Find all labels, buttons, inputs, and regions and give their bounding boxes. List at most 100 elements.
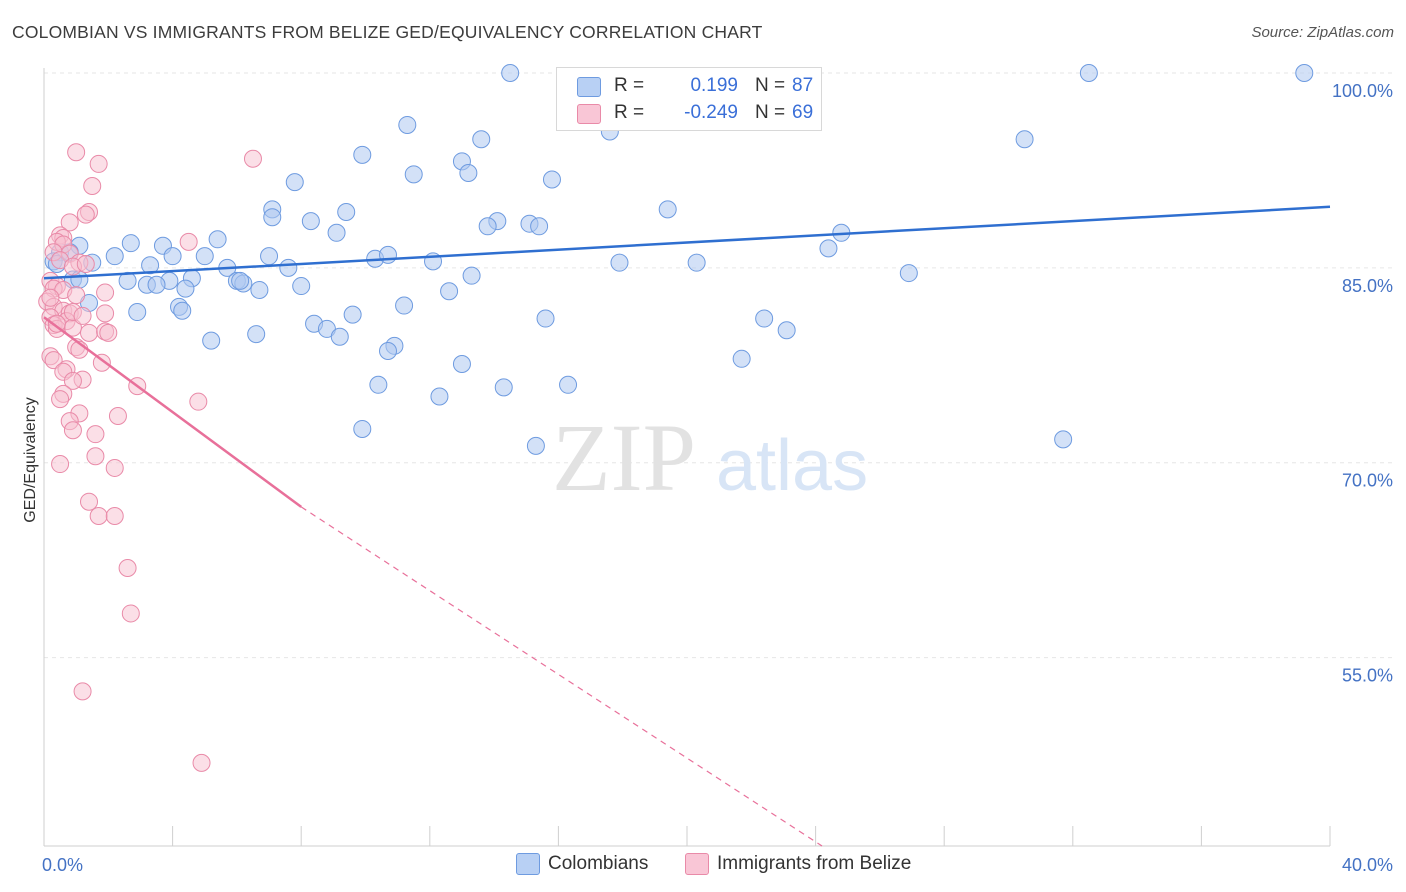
data-point-colombians [301,212,320,231]
data-point-colombians [105,247,124,266]
data-point-belize [51,390,70,409]
data-point-belize [189,392,208,411]
data-point-colombians [559,375,578,394]
data-point-belize [108,406,127,425]
legend-swatch-pink [577,104,601,124]
legend-r-value: 0.199 [690,75,738,96]
data-point-belize [73,682,92,701]
data-point-colombians [379,342,398,361]
data-point-colombians [440,282,459,301]
trend-line-colombians [43,205,1331,280]
data-point-colombians [398,115,417,134]
watermark-atlas: atlas [716,426,868,506]
data-point-belize [105,507,124,526]
data-point-colombians [118,271,137,290]
y-tick-label: 85.0% [1342,276,1393,296]
data-point-colombians [250,280,269,299]
legend-swatch-blue [577,77,601,97]
legend-n-value: 69 [792,102,814,123]
data-point-belize [44,351,63,370]
data-point-colombians [128,303,147,322]
data-point-belize [67,286,86,305]
data-point-colombians [1054,430,1073,449]
data-point-colombians [1015,130,1034,149]
watermark: ZIP atlas [552,404,868,511]
data-point-colombians [478,217,497,236]
data-point-colombians [430,387,449,406]
data-point-belize [86,447,105,466]
x-tick-labels: 0.0% 40.0% [42,855,1393,875]
x-tick-label: 0.0% [42,855,83,875]
data-point-colombians [404,165,423,184]
data-point-belize [92,353,111,372]
data-point-colombians [379,245,398,264]
legend-r-value: -0.249 [684,102,738,123]
data-point-belize [96,304,115,323]
data-point-belize [83,177,102,196]
data-point-colombians [247,325,266,344]
data-point-colombians [542,170,561,189]
data-point-colombians [263,208,282,227]
data-point-colombians [292,277,311,296]
data-point-belize [63,421,82,440]
legend-n-label: N = [755,102,786,123]
data-point-colombians [777,321,796,340]
data-point-colombians [330,327,349,346]
data-point-belize [105,458,124,477]
data-point-colombians [208,230,227,249]
y-axis-label: GED/Equivalency [22,397,39,522]
legend-n-label: N = [755,75,786,96]
y-tick-label: 55.0% [1342,666,1393,686]
y-tick-label: 70.0% [1342,471,1393,491]
stats-legend: R = 0.199 N = 87 R = -0.249 N = 69 [556,67,822,131]
data-point-colombians [472,130,491,149]
bottom-legend-swatch-pink [685,853,709,875]
axes [43,68,1331,847]
data-point-colombians [337,203,356,222]
data-point-colombians [202,331,221,350]
data-point-colombians [353,419,372,438]
data-point-colombians [732,349,751,368]
x-tick-label: 40.0% [1342,855,1393,875]
bottom-legend-label: Colombians [548,853,649,874]
bottom-legend-label: Immigrants from Belize [717,853,912,874]
data-point-colombians [1295,63,1314,82]
data-point-colombians [327,223,346,242]
data-point-belize [96,283,115,302]
source-label: Source: ZipAtlas.com [1251,24,1394,41]
data-point-belize [80,323,99,342]
data-point-colombians [610,253,629,272]
chart-title: COLOMBIAN VS IMMIGRANTS FROM BELIZE GED/… [12,22,763,42]
data-point-belize [51,455,70,474]
belize-points [38,143,262,772]
data-point-belize [121,604,140,623]
data-point-belize [89,154,108,173]
y-tick-label: 100.0% [1332,81,1393,101]
data-point-belize [192,753,211,772]
data-point-colombians [452,355,471,374]
data-point-belize [47,314,66,333]
data-point-colombians [141,256,160,275]
data-point-belize [99,323,118,342]
data-point-colombians [462,266,481,285]
legend-n-value: 87 [792,75,814,96]
data-point-colombians [279,258,298,277]
colombians-points [44,63,1314,455]
data-point-colombians [369,375,388,394]
y-tick-labels: 100.0% 85.0% 70.0% 55.0% [1332,81,1393,686]
data-point-colombians [285,173,304,192]
data-point-belize [76,254,95,273]
data-point-colombians [395,296,414,315]
data-point-colombians [755,309,774,328]
trend-line-belize [43,316,302,508]
data-point-colombians [195,247,214,266]
data-point-belize [89,507,108,526]
data-point-belize [118,558,137,577]
data-point-colombians [353,145,372,164]
trend-line-belize-extrapolated [300,506,823,847]
watermark-zip: ZIP [552,404,696,511]
data-point-belize [179,232,198,251]
data-point-colombians [163,247,182,266]
data-point-colombians [501,63,520,82]
